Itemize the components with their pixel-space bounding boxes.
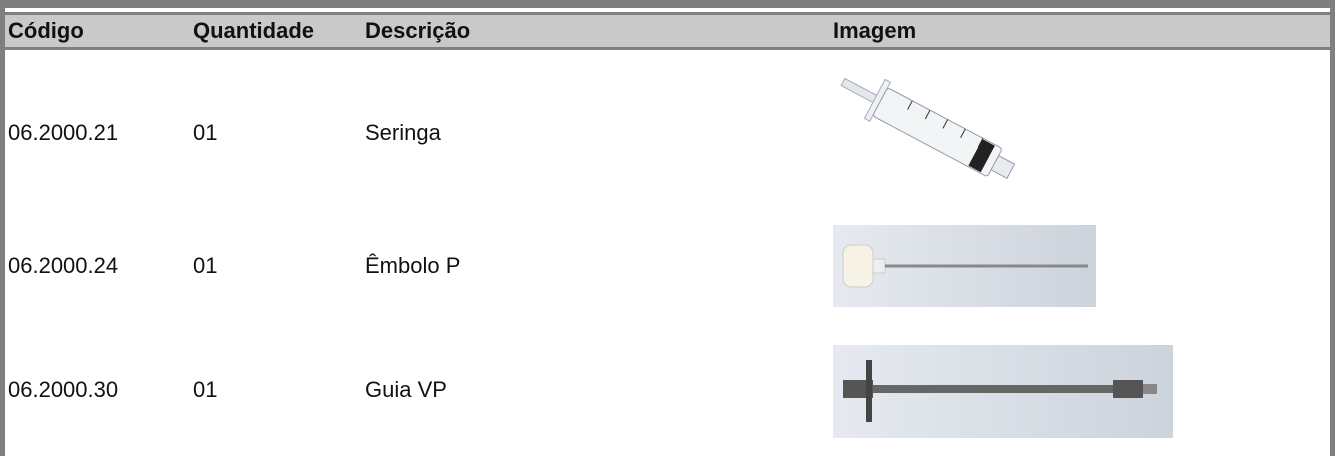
description-cell: Êmbolo P (365, 253, 461, 278)
description-cell: Guia VP (365, 377, 447, 402)
code-cell: 06.2000.24 (8, 253, 119, 278)
header-cell: Quantidade (193, 18, 315, 43)
code-cell: 06.2000.30 (8, 377, 119, 402)
header-cell: Imagem (833, 18, 917, 43)
quantity-cell: 01 (193, 120, 218, 145)
header-cell: Descrição (365, 18, 471, 43)
quantity-cell: 01 (193, 377, 218, 402)
quantity-cell: 01 (193, 253, 218, 278)
code-cell: 06.2000.21 (8, 120, 119, 145)
header-cell: Código (8, 18, 84, 43)
guide-image (833, 345, 1173, 438)
description-cell: Seringa (365, 120, 441, 145)
plunger-image (833, 225, 1096, 307)
syringe-image (840, 77, 1016, 179)
header-row (5, 12, 1330, 50)
